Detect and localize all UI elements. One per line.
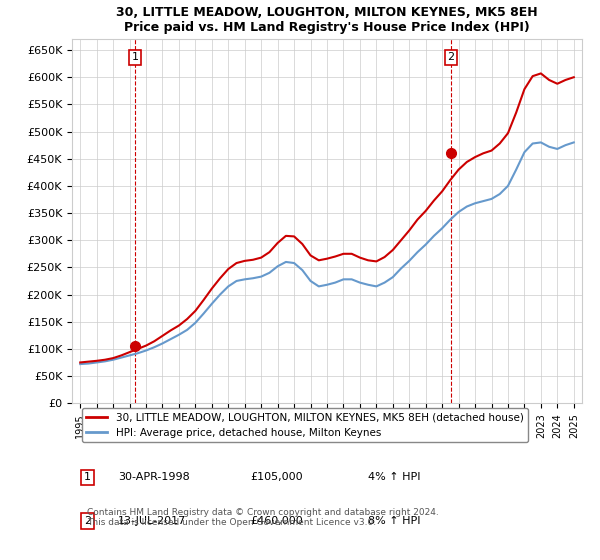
Text: 4% ↑ HPI: 4% ↑ HPI xyxy=(368,473,420,483)
Title: 30, LITTLE MEADOW, LOUGHTON, MILTON KEYNES, MK5 8EH
Price paid vs. HM Land Regis: 30, LITTLE MEADOW, LOUGHTON, MILTON KEYN… xyxy=(116,6,538,34)
Text: 13-JUL-2017: 13-JUL-2017 xyxy=(118,516,186,526)
Text: £460,000: £460,000 xyxy=(251,516,303,526)
Text: 8% ↑ HPI: 8% ↑ HPI xyxy=(368,516,420,526)
Legend: 30, LITTLE MEADOW, LOUGHTON, MILTON KEYNES, MK5 8EH (detached house), HPI: Avera: 30, LITTLE MEADOW, LOUGHTON, MILTON KEYN… xyxy=(82,408,527,442)
Text: Contains HM Land Registry data © Crown copyright and database right 2024.
This d: Contains HM Land Registry data © Crown c… xyxy=(88,508,439,528)
Text: 2: 2 xyxy=(448,53,455,62)
Text: £105,000: £105,000 xyxy=(251,473,303,483)
Text: 2: 2 xyxy=(84,516,91,526)
Text: 30-APR-1998: 30-APR-1998 xyxy=(118,473,190,483)
Text: 1: 1 xyxy=(84,473,91,483)
Text: 1: 1 xyxy=(131,53,139,62)
